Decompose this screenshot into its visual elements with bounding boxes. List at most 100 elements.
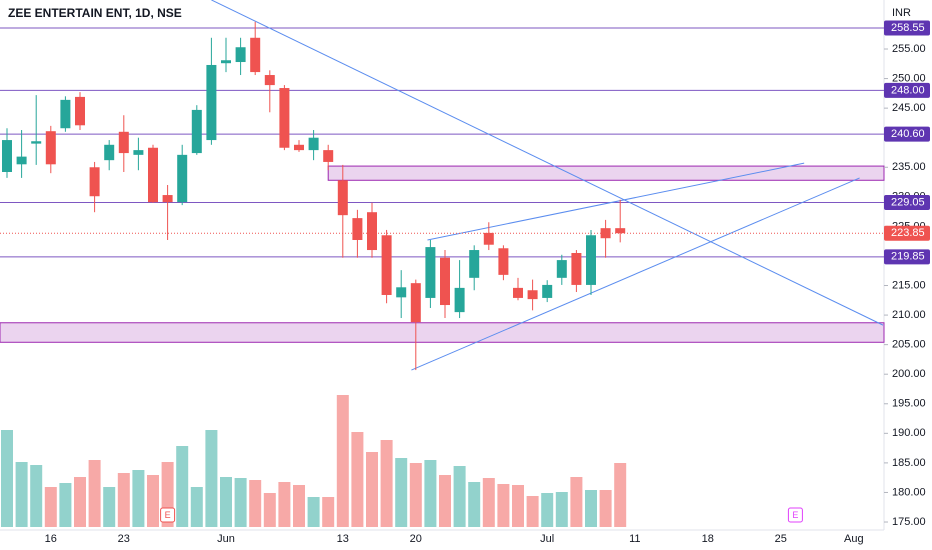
- y-tick-label: 175.00: [892, 516, 926, 528]
- event-marker: [160, 507, 176, 523]
- level-label: 248.00: [891, 84, 925, 96]
- candle-body: [323, 150, 334, 162]
- candle-body: [556, 260, 567, 278]
- y-tick-label: 255.00: [892, 43, 926, 55]
- candle-body: [279, 88, 290, 148]
- volume-bar: [59, 483, 72, 527]
- x-tick-label: 25: [775, 533, 787, 545]
- volume-bar: [366, 452, 378, 527]
- candle-body: [191, 109, 202, 154]
- volume-bar: [147, 475, 159, 527]
- zone: [0, 322, 885, 343]
- volume-bar: [512, 485, 524, 527]
- x-tick-label: Jul: [540, 533, 554, 545]
- candle-body: [586, 235, 596, 285]
- volume-bar: [526, 496, 539, 527]
- y-tick-label: 250.00: [892, 72, 926, 84]
- last-price-box: [884, 225, 930, 241]
- volume-bar: [351, 432, 364, 527]
- x-tick-label: 18: [702, 533, 714, 545]
- candle-body: [148, 147, 158, 203]
- volume-bar: [74, 477, 86, 527]
- candle-body: [425, 247, 436, 298]
- candle-body: [527, 290, 538, 300]
- candle-body: [235, 47, 246, 63]
- candle-body: [571, 252, 582, 285]
- level-label: 240.60: [891, 128, 925, 140]
- candle-body: [381, 235, 392, 295]
- volume-bar: [117, 473, 130, 527]
- level-label-box: [884, 249, 930, 265]
- x-tick-label: Jun: [217, 533, 235, 545]
- candle-body: [600, 228, 611, 239]
- candle-body: [133, 150, 144, 155]
- x-tick-label: 13: [337, 533, 349, 545]
- event-label: E: [165, 510, 171, 520]
- volume-bar: [1, 430, 13, 527]
- candle-body: [410, 283, 421, 323]
- candle-body: [177, 154, 188, 203]
- candle-body: [542, 284, 553, 298]
- candle-body: [367, 212, 377, 251]
- trendline: [211, 0, 884, 326]
- candle-body: [75, 96, 85, 126]
- x-tick-label: 23: [118, 533, 130, 545]
- trendline: [427, 162, 805, 241]
- volume-bar: [15, 462, 28, 527]
- volume-bar: [585, 490, 597, 527]
- volume-bar: [220, 477, 232, 527]
- level-label-box: [884, 126, 930, 142]
- candle-body: [440, 257, 450, 306]
- volume-bar: [190, 487, 203, 527]
- level-label-box: [884, 194, 930, 210]
- trendline: [411, 177, 860, 371]
- level-label-box: [884, 20, 930, 36]
- x-tick-label: 20: [410, 533, 422, 545]
- volume-bar: [395, 458, 408, 527]
- volume-bar: [468, 482, 481, 527]
- candle-body: [352, 218, 363, 240]
- level-label: 229.05: [891, 196, 925, 208]
- y-tick-label: 245.00: [892, 102, 926, 114]
- level-label: 219.85: [891, 251, 925, 263]
- volume-bar: [380, 440, 393, 527]
- y-tick-label: 210.00: [892, 309, 926, 321]
- candle-body: [206, 64, 217, 141]
- candle-body: [469, 250, 480, 278]
- volume-bar: [570, 477, 583, 527]
- candle-body: [2, 140, 12, 172]
- candle-body: [60, 99, 71, 129]
- candle-body: [162, 195, 173, 203]
- volume-bar: [336, 395, 349, 527]
- volume-bar: [30, 465, 43, 527]
- event-marker: [787, 507, 803, 523]
- candle-body: [615, 228, 626, 234]
- y-tick-label: 190.00: [892, 427, 926, 439]
- level-label-box: [884, 82, 930, 98]
- volume-bar: [234, 478, 247, 527]
- candle-body: [513, 287, 523, 298]
- candle-body: [337, 180, 348, 216]
- y-tick-label: 200.00: [892, 368, 926, 380]
- candle-body: [454, 287, 465, 313]
- y-tick-label: 215.00: [892, 279, 926, 291]
- volume-bar: [278, 482, 291, 527]
- y-tick-label: 235.00: [892, 161, 926, 173]
- x-tick-label: 11: [629, 533, 640, 545]
- volume-bar: [497, 484, 510, 527]
- chart-title: ZEE ENTERTAIN ENT, 1D, NSE: [8, 6, 182, 20]
- zone: [327, 165, 885, 181]
- candle-body: [264, 75, 275, 86]
- volume-bar: [176, 446, 189, 527]
- x-tick-label: 16: [45, 533, 57, 545]
- volume-bar: [88, 460, 101, 527]
- volume-bar: [293, 485, 305, 527]
- candle-body: [89, 167, 100, 197]
- volume-bar: [599, 490, 612, 527]
- volume-bar: [555, 492, 568, 527]
- event-label: E: [792, 510, 798, 520]
- volume-bar: [453, 466, 466, 527]
- candle-body: [31, 141, 42, 144]
